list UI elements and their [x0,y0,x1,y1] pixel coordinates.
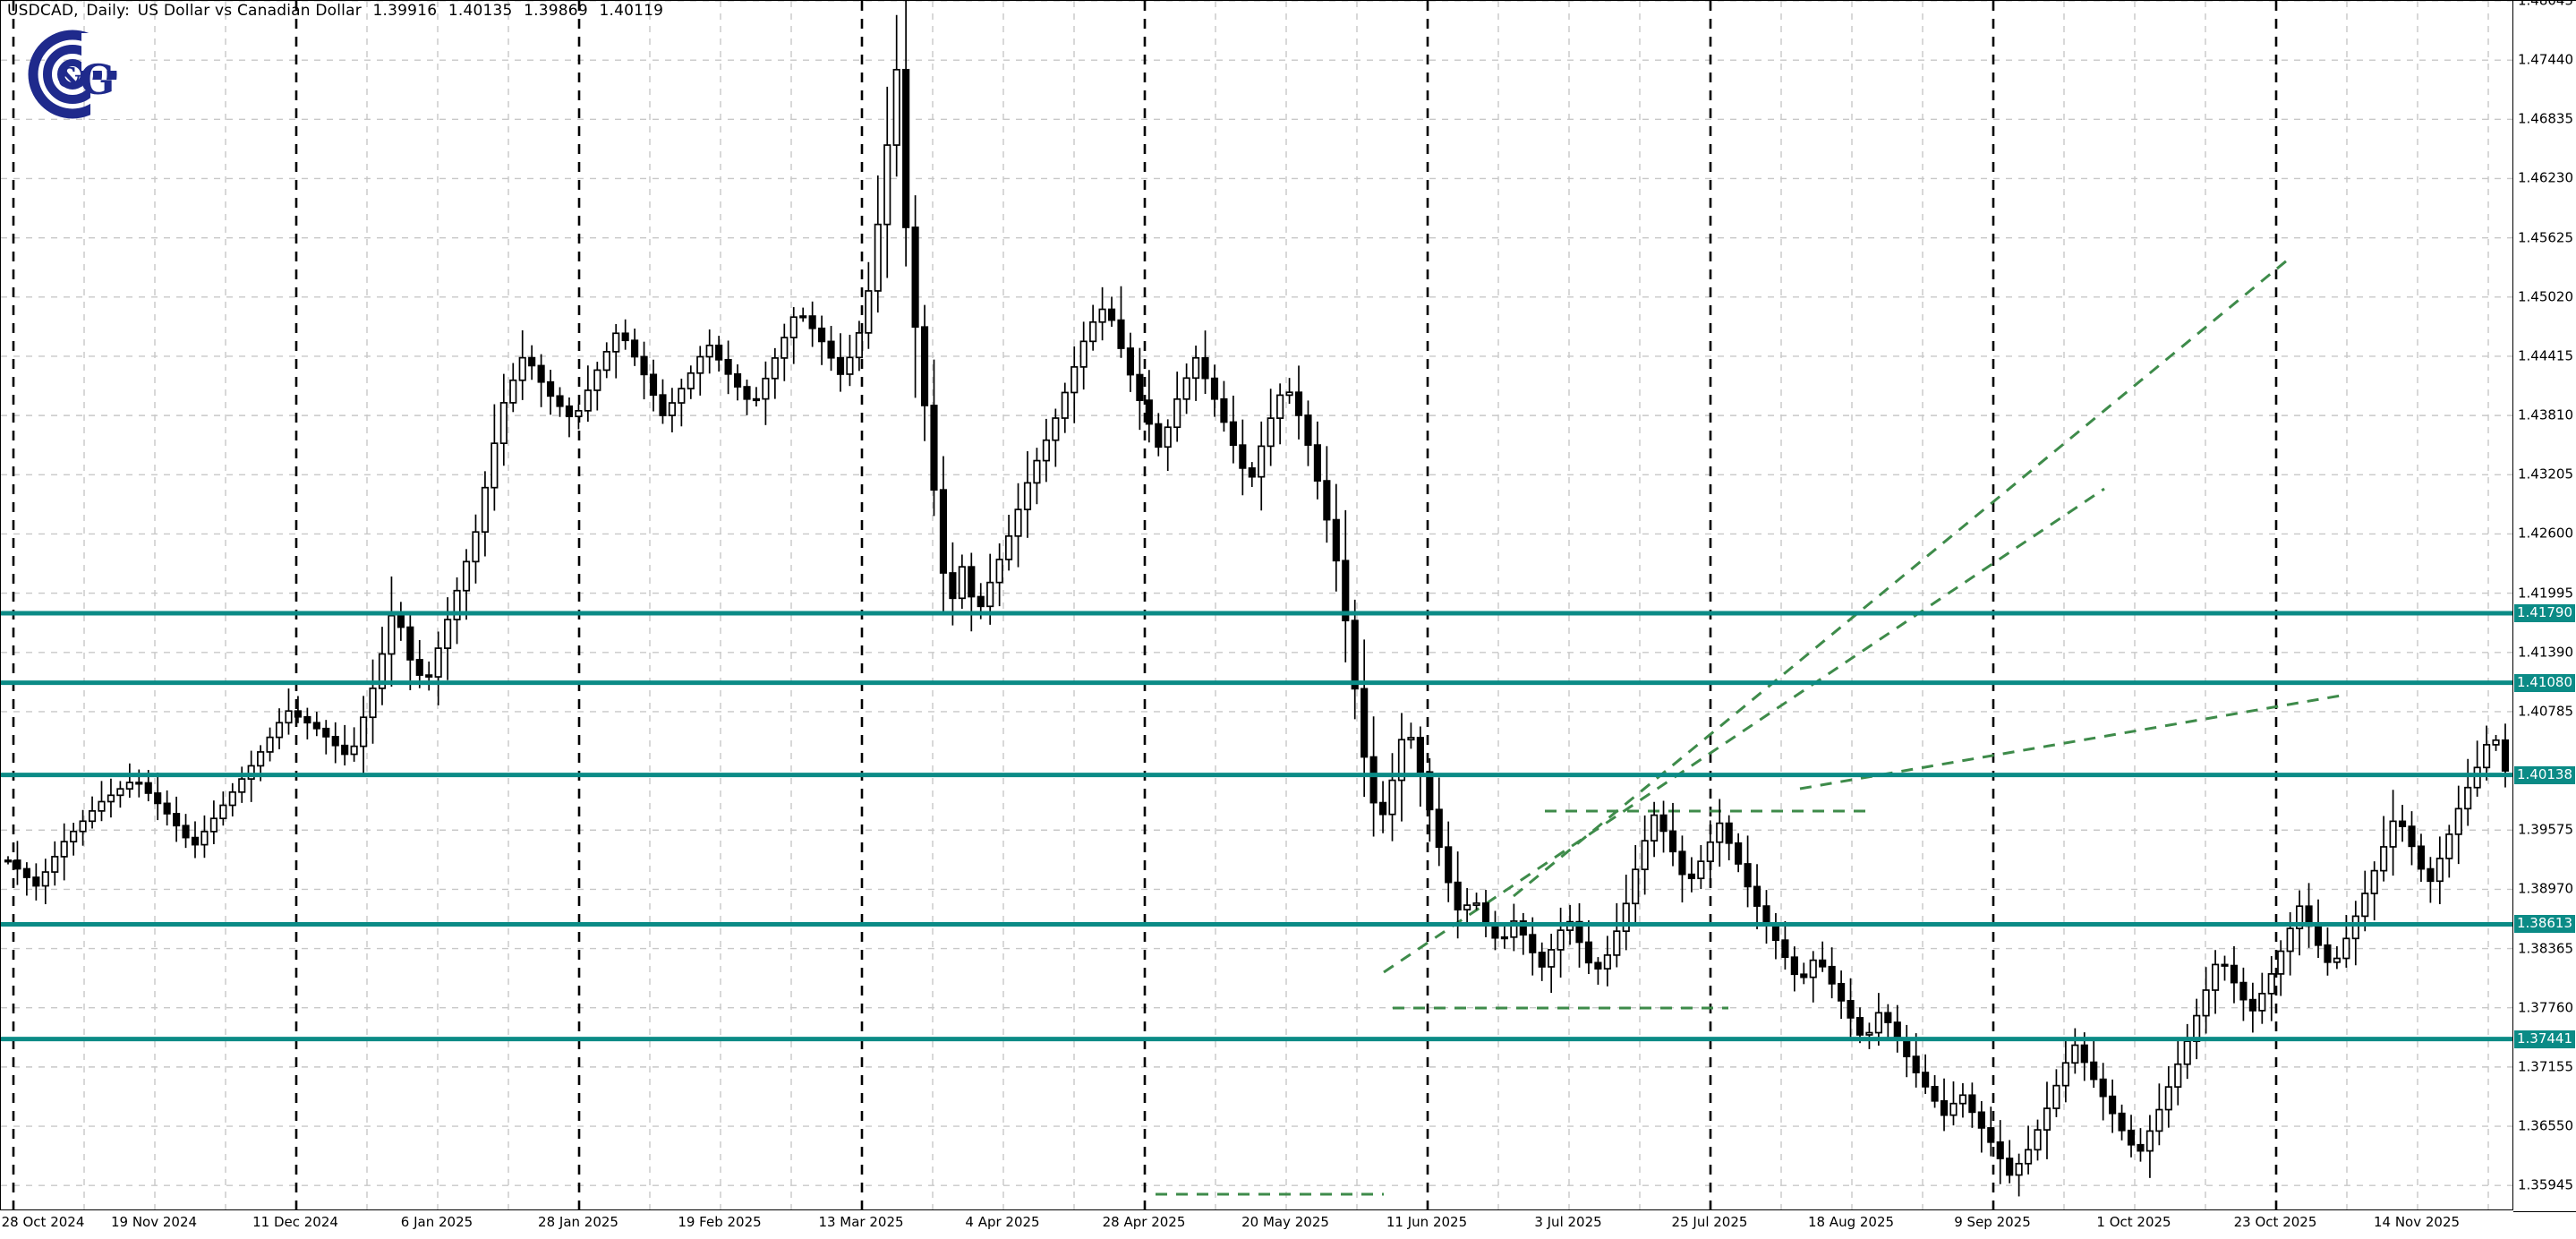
ohlc-open: 1.39916 [372,2,438,20]
date-tick-label: 14 Nov 2025 [2373,1214,2461,1230]
ohlc-low: 1.39869 [524,2,588,20]
price-tick-label: 1.47440 [2517,51,2573,68]
price-tick-label: 1.48045 [2517,0,2573,9]
date-tick-label: 25 Jul 2025 [1671,1214,1748,1230]
date-tick-label: 23 Oct 2025 [2233,1214,2317,1230]
price-level-label[interactable]: 1.40138 [2513,765,2575,784]
date-tick-label: 18 Aug 2025 [1807,1214,1895,1230]
date-tick-label: 3 Jul 2025 [1534,1214,1602,1230]
date-tick-label: 19 Nov 2024 [110,1214,198,1230]
date-tick-label: 28 Oct 2024 [1,1214,85,1230]
price-tick-label: 1.40785 [2517,703,2573,720]
date-tick-label: 9 Sep 2025 [1954,1214,2031,1230]
price-level-label[interactable]: 1.37441 [2513,1030,2575,1048]
date-axis[interactable]: 28 Oct 2024 19 Nov 2024 11 Dec 2024 6 Jan 2… [0,1210,2513,1239]
timeframe-label: Daily: [86,2,131,20]
price-tick-label: 1.41390 [2517,644,2573,661]
svg-text:G: G [80,56,115,104]
price-tick-label: 1.43810 [2517,406,2573,423]
price-tick-label: 1.45625 [2517,229,2573,246]
instrument-description: US Dollar vs Canadian Dollar [137,2,362,20]
price-tick-label: 1.46230 [2517,169,2573,186]
date-tick-label: 19 Feb 2025 [678,1214,762,1230]
price-axis[interactable]: 1.48045 1.47440 1.46835 1.46230 1.45625 1.450… [2513,0,2576,1212]
chart-title-bar: USDCAD, Daily: US Dollar vs Canadian Dol… [7,2,666,20]
price-level-label[interactable]: 1.41790 [2513,604,2575,623]
support-resistance-layer [1,611,2512,1042]
date-tick-label: 13 Mar 2025 [818,1214,904,1230]
date-tick-label: 11 Jun 2025 [1386,1214,1468,1230]
date-tick-label: 4 Apr 2025 [965,1214,1040,1230]
price-tick-label: 1.37155 [2517,1058,2573,1075]
price-tick-label: 1.46835 [2517,110,2573,127]
price-tick-label: 1.38970 [2517,880,2573,897]
date-tick-label: 28 Apr 2025 [1102,1214,1186,1230]
price-tick-label: 1.38365 [2517,940,2573,957]
date-tick-label: 11 Dec 2024 [252,1214,338,1230]
price-tick-label: 1.39575 [2517,821,2573,838]
svg-text:&: & [58,63,82,94]
price-tick-label: 1.41995 [2517,585,2573,602]
ohlc-high: 1.40135 [448,2,513,20]
date-tick-label: 20 May 2025 [1241,1214,1329,1230]
price-level-label[interactable]: 1.38613 [2513,915,2575,934]
price-tick-label: 1.44415 [2517,347,2573,364]
price-tick-label: 1.42600 [2517,525,2573,542]
price-level-label[interactable]: 1.41080 [2513,673,2575,692]
ohlc-close: 1.40119 [599,2,664,20]
date-tick-label: 28 Jan 2025 [538,1214,618,1230]
price-tick-label: 1.45020 [2517,288,2573,305]
date-tick-label: 1 Oct 2025 [2096,1214,2171,1230]
date-tick-label: 6 Jan 2025 [400,1214,473,1230]
price-tick-label: 1.36550 [2517,1117,2573,1134]
symbol-label: USDCAD, [7,2,79,20]
cg-monogram-logo: G & [28,30,132,119]
price-tick-label: 1.37760 [2517,999,2573,1016]
chart-plot-area[interactable]: G & [0,0,2513,1210]
price-tick-label: 1.35945 [2517,1176,2573,1193]
price-tick-label: 1.43205 [2517,466,2573,483]
